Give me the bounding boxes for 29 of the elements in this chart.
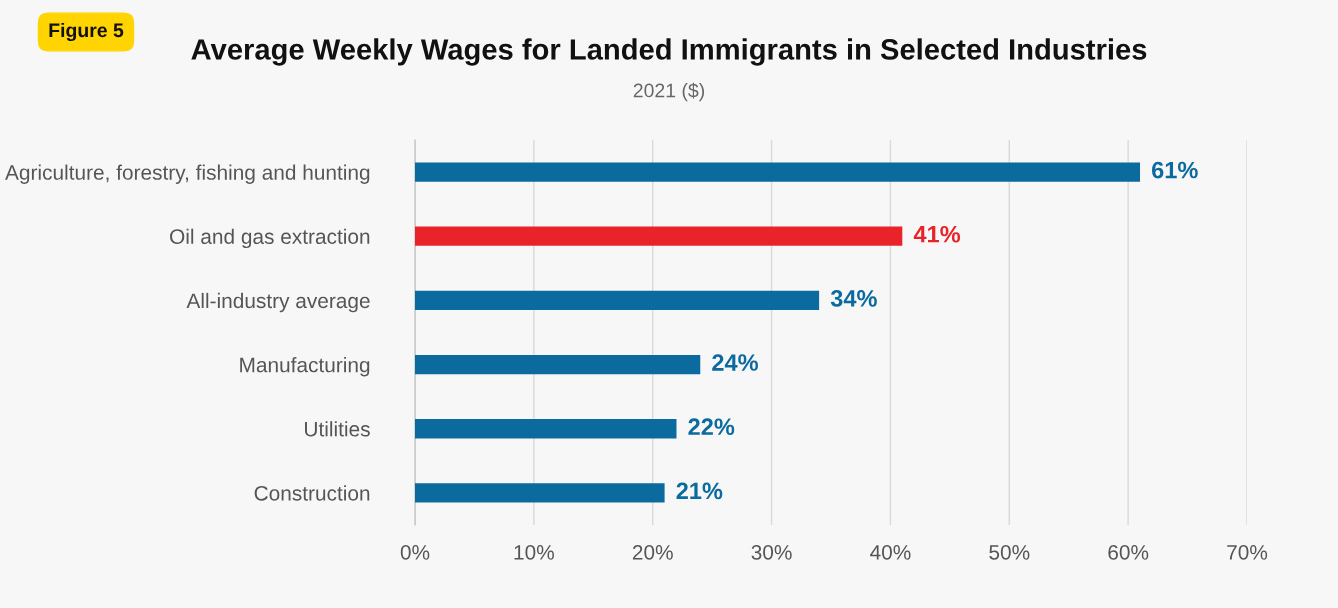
- data-label: 24%: [712, 354, 758, 371]
- y-tick-label: Oil and gas extraction: [170, 228, 370, 249]
- y-tick-label: Utilities: [305, 421, 370, 437]
- chart-subtitle: 2021 ($): [633, 82, 705, 102]
- data-label: 22%: [688, 418, 735, 436]
- data-label: 21%: [676, 482, 723, 500]
- y-tick-label: Agriculture, forestry, fishing and hunting: [5, 164, 370, 184]
- y-tick-label: Manufacturing: [240, 357, 370, 377]
- x-tick-label: 40%: [870, 544, 911, 560]
- bar: [415, 419, 677, 439]
- y-tick-label: Construction: [254, 485, 370, 501]
- x-tick-label: 60%: [1108, 544, 1149, 560]
- x-tick-label: 70%: [1227, 544, 1268, 560]
- chart-title: Average Weekly Wages for Landed Immigrants in Selected Industries: [191, 38, 1147, 66]
- x-tick-label: 10%: [514, 544, 554, 560]
- data-label: 34%: [830, 290, 877, 307]
- bar: [415, 162, 1141, 182]
- x-tick-label: 20%: [632, 544, 673, 560]
- x-tick-label: 50%: [989, 544, 1030, 560]
- data-label: 61%: [1152, 161, 1198, 179]
- bar: [415, 354, 701, 375]
- x-tick-label: 30%: [751, 544, 792, 560]
- bar: [415, 226, 903, 246]
- data-label: 41%: [913, 225, 961, 243]
- y-tick-label: All-industry average: [186, 292, 370, 313]
- x-tick-label: 0%: [400, 544, 430, 560]
- caption: Figure 5: [49, 22, 124, 42]
- bar: [415, 290, 820, 311]
- bar: [415, 483, 665, 503]
